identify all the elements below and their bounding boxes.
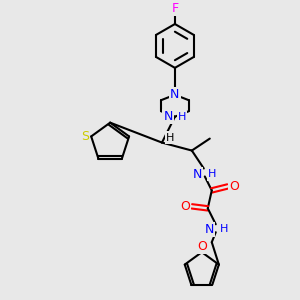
Text: F: F [171, 2, 178, 15]
Text: N: N [192, 168, 202, 181]
Text: O: O [180, 200, 190, 213]
Text: H: H [166, 133, 174, 142]
Text: N: N [204, 223, 214, 236]
Text: S: S [81, 130, 89, 143]
Text: H: H [208, 169, 216, 179]
Text: O: O [230, 180, 240, 193]
Text: H: H [178, 112, 186, 122]
Text: N: N [164, 110, 173, 123]
Text: N: N [170, 88, 180, 101]
Text: O: O [197, 240, 207, 253]
Text: H: H [220, 224, 228, 234]
